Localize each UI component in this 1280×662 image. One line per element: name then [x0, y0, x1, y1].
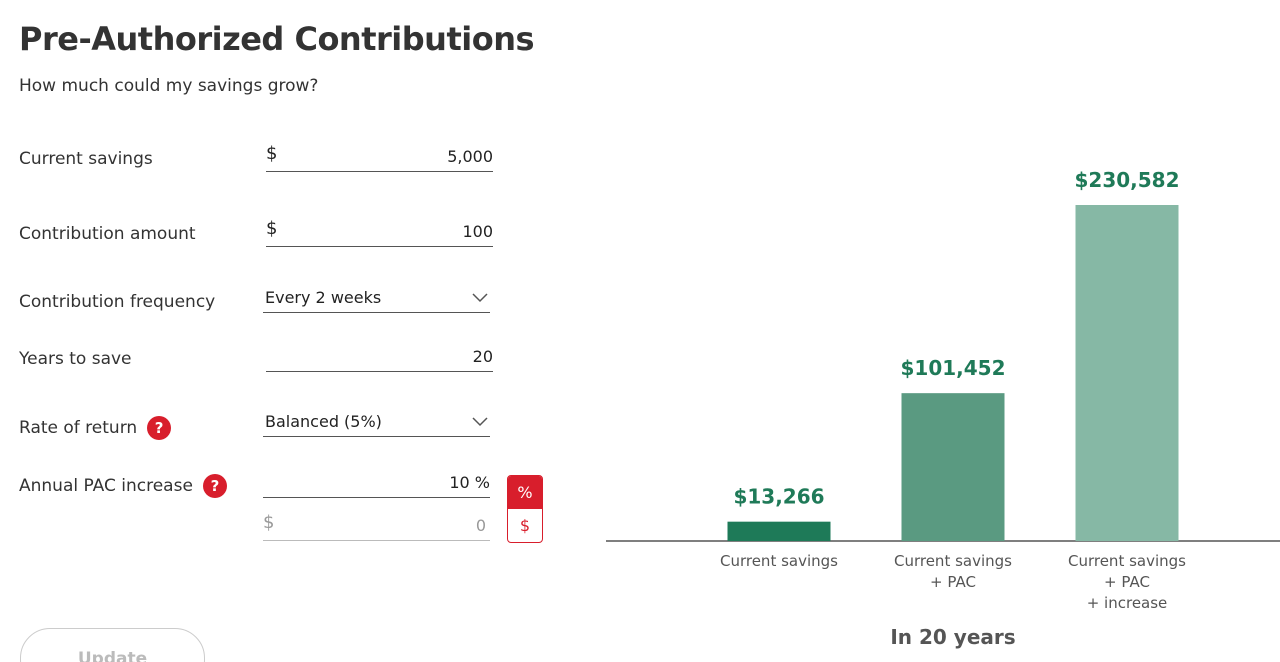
- input-value: 5,000: [447, 147, 493, 166]
- category-label: + increase: [1087, 594, 1168, 612]
- prefix: $: [266, 218, 278, 239]
- category-label: Current savings: [894, 552, 1012, 570]
- x-axis-label: In 20 years: [890, 625, 1015, 649]
- category-label: Current savings: [720, 552, 838, 570]
- bar: [727, 521, 831, 541]
- bar: [1075, 205, 1179, 541]
- bar: [901, 393, 1005, 541]
- toggle-option[interactable]: %: [508, 476, 542, 509]
- field-label: Rate of return: [19, 418, 138, 438]
- chevron: [472, 293, 488, 303]
- input-value: 10 %: [449, 473, 490, 492]
- field-label: Contribution frequency: [19, 292, 216, 312]
- category-label: Current savings: [1068, 552, 1186, 570]
- text-input[interactable]: $ 5,000: [266, 143, 493, 172]
- input-value: 10: [449, 473, 470, 492]
- field-label: Years to save: [19, 349, 132, 369]
- dropdown-value: Balanced (5%): [265, 412, 382, 431]
- text-input[interactable]: $ 0: [263, 512, 490, 541]
- suffix: %: [474, 473, 490, 492]
- page-title: Pre-Authorized Contributions: [19, 20, 535, 58]
- field-row-label: Rate of return?: [19, 416, 172, 440]
- text-input[interactable]: 10 %: [263, 471, 490, 498]
- dropdown[interactable]: Every 2 weeks: [263, 288, 490, 313]
- text-input[interactable]: 20: [266, 345, 493, 372]
- value-label: $230,582: [1074, 168, 1179, 192]
- input-value: 100: [462, 222, 493, 241]
- category-label: + PAC: [930, 573, 976, 591]
- help-icon[interactable]: ?: [202, 474, 227, 498]
- dropdown[interactable]: Balanced (5%): [263, 412, 490, 437]
- dropdown-value: Every 2 weeks: [265, 288, 382, 307]
- toggle-option[interactable]: $: [519, 516, 531, 535]
- unit-toggle: % $: [507, 475, 543, 543]
- prefix: $: [266, 143, 278, 164]
- category-label: + PAC: [1104, 573, 1150, 591]
- subtitle: How much could my savings grow?: [19, 76, 319, 96]
- input-value: 0: [475, 516, 486, 535]
- field-label: Annual PAC increase: [19, 476, 193, 496]
- field-label: Contribution amount: [19, 224, 196, 244]
- field-row-label: Annual PAC increase?: [19, 474, 227, 498]
- value-label: $13,266: [733, 485, 824, 509]
- value-label: $101,452: [900, 356, 1005, 380]
- field-label: Current savings: [19, 149, 153, 169]
- chevron: [472, 417, 488, 427]
- input-value: 20: [472, 347, 493, 366]
- help-icon[interactable]: ?: [147, 416, 172, 440]
- prefix: $: [263, 512, 275, 533]
- text-input[interactable]: $ 100: [266, 218, 493, 247]
